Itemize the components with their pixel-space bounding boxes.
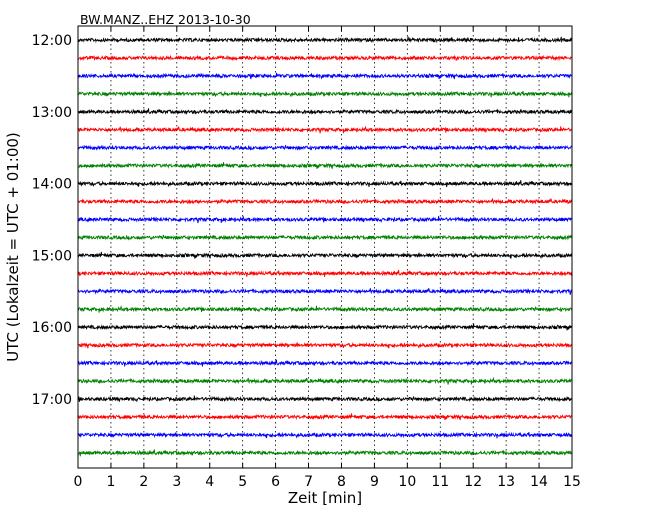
x-tick-label: 9 [370, 474, 379, 490]
x-tick-label: 5 [238, 474, 247, 490]
x-tick-label: 4 [205, 474, 214, 490]
seismogram-trace [77, 288, 573, 295]
seismogram-trace [77, 449, 573, 457]
seismogram-trace [77, 323, 573, 331]
seismogram-trace [77, 180, 573, 188]
x-tick-label: 15 [563, 474, 581, 490]
seismogram-trace [77, 234, 573, 241]
x-tick-label: 12 [464, 474, 482, 490]
seismogram-trace [77, 144, 573, 151]
x-tick-label: 6 [271, 474, 280, 490]
seismogram-trace [77, 376, 573, 385]
x-tick-label: 14 [530, 474, 548, 490]
seismogram-trace [77, 108, 573, 116]
seismogram-trace [77, 125, 573, 134]
seismogram-trace [77, 395, 573, 403]
x-tick-label: 7 [304, 474, 313, 490]
x-tick-label: 8 [337, 474, 346, 490]
seismogram-trace [77, 162, 573, 169]
x-axis: 0 1 2 3 4 5 6 7 8 9 10 11 12 13 14 15 [74, 26, 581, 490]
seismogram-trace [77, 251, 573, 259]
y-tick-label: 12:00 [32, 33, 72, 49]
seismogram-trace [77, 90, 573, 98]
trace-group [77, 36, 573, 457]
y-axis: 12:00 13:00 14:00 15:00 16:00 17:00 [32, 33, 572, 408]
seismogram-trace [77, 269, 573, 277]
x-tick-label: 3 [172, 474, 181, 490]
grid-lines [110, 26, 540, 468]
x-tick-label: 1 [106, 474, 115, 490]
chart-title: BW.MANZ..EHZ 2013-10-30 [80, 12, 251, 27]
x-tick-label: 2 [139, 474, 148, 490]
seismogram-trace [77, 413, 573, 421]
seismogram-trace [77, 54, 573, 62]
x-tick-label: 10 [398, 474, 416, 490]
seismogram-trace [77, 198, 573, 205]
y-tick-label: 14:00 [32, 177, 72, 193]
y-tick-label: 16:00 [32, 320, 72, 336]
seismogram-trace [77, 215, 573, 224]
x-tick-label: 0 [74, 474, 83, 490]
y-tick-label: 13:00 [32, 105, 72, 121]
x-tick-label: 11 [431, 474, 449, 490]
x-axis-label: Zeit [min] [288, 489, 362, 507]
seismogram-trace [77, 36, 573, 44]
seismogram-trace [77, 359, 573, 367]
y-tick-label: 17:00 [32, 392, 72, 408]
y-axis-label: UTC (Lokalzeit = UTC + 01:00) [4, 132, 22, 362]
seismogram-trace [77, 341, 573, 349]
y-tick-label: 15:00 [32, 248, 72, 264]
plot-frame [77, 25, 573, 469]
seismogram-trace [77, 72, 573, 80]
x-tick-label: 13 [497, 474, 515, 490]
seismogram-trace [77, 431, 573, 439]
seismogram-trace [77, 305, 573, 313]
